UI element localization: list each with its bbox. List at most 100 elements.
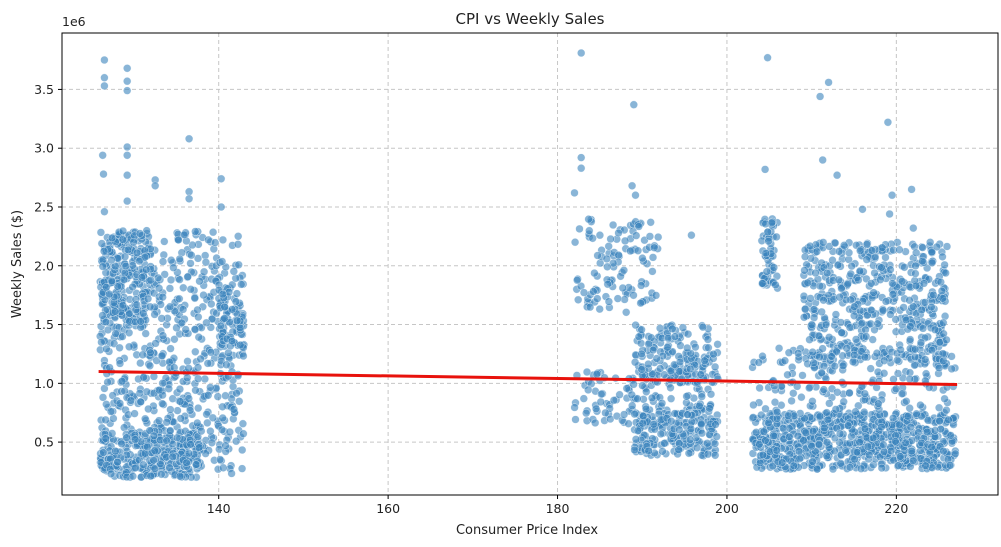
data-point (206, 383, 215, 392)
data-point (763, 227, 772, 237)
data-point (823, 268, 832, 278)
data-point (877, 263, 886, 272)
data-point (815, 92, 825, 101)
data-point (833, 260, 843, 270)
data-point (194, 403, 203, 413)
data-point (881, 297, 891, 306)
data-point (629, 380, 638, 389)
data-point (930, 325, 940, 334)
x-tick-label: 220 (884, 501, 908, 516)
data-point (891, 384, 901, 394)
data-point (880, 356, 889, 365)
data-point (847, 432, 856, 441)
data-point (841, 446, 850, 455)
data-point (845, 463, 855, 472)
data-point (879, 440, 888, 449)
data-point (579, 288, 589, 297)
data-point (595, 304, 604, 314)
data-point (135, 229, 145, 238)
data-point (675, 357, 685, 367)
data-point (906, 422, 915, 432)
data-point (907, 185, 916, 194)
data-point (761, 248, 770, 258)
data-point (770, 398, 780, 407)
data-point (754, 358, 763, 367)
data-point (850, 302, 859, 311)
data-point (907, 446, 916, 456)
x-tick-label: 180 (546, 501, 570, 516)
data-point (678, 323, 688, 332)
data-point (181, 325, 190, 334)
data-point (656, 429, 666, 439)
data-point (899, 303, 908, 312)
data-point (901, 438, 910, 447)
data-point (772, 407, 782, 417)
data-point (637, 349, 646, 359)
data-point (794, 349, 803, 358)
data-point (663, 343, 672, 352)
data-point (918, 256, 927, 266)
data-point (710, 362, 720, 372)
data-point (836, 318, 846, 327)
data-point (921, 369, 931, 378)
data-point (793, 431, 803, 441)
data-point (789, 461, 798, 470)
data-point (761, 436, 770, 445)
data-point (929, 290, 938, 300)
data-point (800, 266, 809, 275)
data-point (648, 253, 658, 262)
data-point (217, 202, 226, 212)
data-point (191, 460, 201, 469)
data-point (831, 310, 841, 319)
data-point (878, 243, 887, 252)
data-point (818, 344, 827, 353)
data-point (217, 425, 227, 434)
data-point (233, 240, 243, 249)
data-point (155, 385, 164, 395)
data-point (835, 429, 845, 438)
data-point (106, 469, 116, 479)
data-point (208, 314, 217, 324)
data-point (219, 463, 228, 472)
data-point (938, 294, 947, 303)
data-point (135, 389, 144, 398)
data-point (654, 232, 663, 242)
data-point (158, 399, 167, 408)
data-point (656, 364, 665, 373)
data-point (151, 181, 160, 190)
data-point (655, 324, 665, 333)
data-point (670, 409, 679, 418)
data-point (867, 246, 877, 255)
data-point (825, 333, 834, 342)
data-point (711, 420, 720, 429)
data-point (807, 320, 816, 329)
data-point (759, 427, 768, 436)
data-point (573, 276, 582, 285)
data-point (803, 278, 812, 287)
data-point (847, 261, 856, 271)
data-point (883, 118, 893, 127)
data-point (932, 242, 942, 252)
data-point (684, 449, 694, 458)
data-point (199, 290, 208, 300)
data-point (848, 357, 858, 367)
data-point (891, 315, 900, 324)
data-point (183, 373, 192, 382)
data-point (808, 347, 817, 357)
data-point (115, 343, 124, 352)
data-point (619, 266, 629, 275)
data-point (633, 426, 643, 435)
data-point (807, 442, 816, 451)
data-point (99, 448, 108, 457)
data-point (595, 231, 605, 240)
data-point (175, 294, 184, 303)
data-point (232, 289, 242, 298)
data-point (146, 348, 155, 357)
data-point (620, 236, 630, 246)
data-point (698, 322, 708, 332)
data-point (627, 390, 636, 400)
data-point (584, 385, 593, 395)
data-point (175, 384, 185, 394)
data-point (175, 254, 184, 264)
data-point (942, 335, 951, 345)
